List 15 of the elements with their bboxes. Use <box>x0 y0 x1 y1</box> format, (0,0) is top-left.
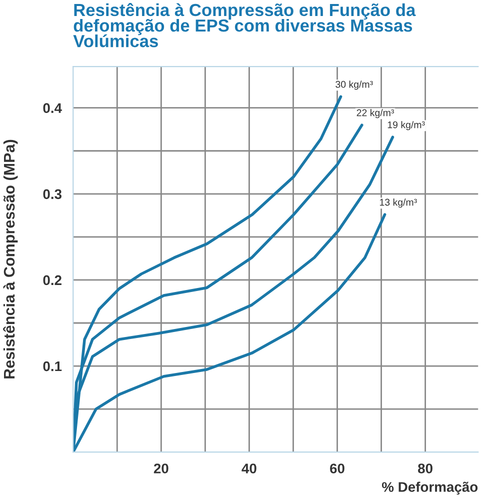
annotation: 19 kg/m³ <box>388 121 425 130</box>
x-axis-title: % Deformação <box>382 482 478 495</box>
x-tick-label: 20 <box>154 464 168 474</box>
y-tick-label: 0.3 <box>43 189 62 200</box>
y-tick-label: 0.4 <box>43 103 62 114</box>
x-tick-label: 60 <box>330 464 344 474</box>
y-tick-label: 0.1 <box>43 361 62 372</box>
y-axis-title: Resistência à Compressão (MPa) <box>3 140 18 378</box>
annotation: 22 kg/m³ <box>356 109 394 118</box>
x-tick-label: 40 <box>242 464 256 474</box>
x-tick-label: 80 <box>418 464 432 474</box>
annotation: 13 kg/m³ <box>380 198 417 208</box>
y-tick-label: 0.2 <box>43 275 62 286</box>
chart-title: Resistência à Compressão em Função da defomação de EPS com diversas Massas Volúmicas <box>73 3 416 48</box>
annotation: 30 kg/m³ <box>336 80 373 90</box>
